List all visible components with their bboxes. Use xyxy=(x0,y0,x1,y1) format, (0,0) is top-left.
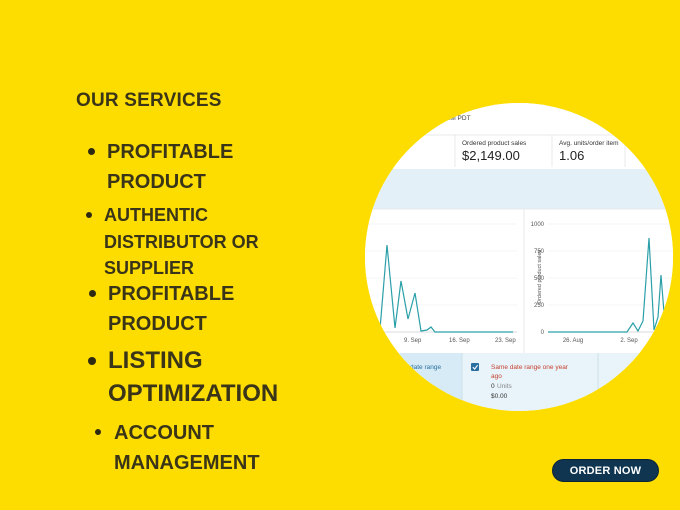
metric-sales-label: Ordered product sales xyxy=(462,140,527,147)
y-tick: 250 xyxy=(534,303,545,309)
order-now-button[interactable]: ORDER NOW xyxy=(552,459,659,482)
legend-units-label: Units xyxy=(497,383,513,390)
left-sales-line xyxy=(365,244,513,333)
metric-units-label: Avg. units/order item xyxy=(559,140,619,147)
service-line: ACCOUNT xyxy=(114,422,214,444)
legend-units-value: 0 xyxy=(491,383,495,390)
services-heading: OUR SERVICES xyxy=(76,90,222,111)
metric-sales-value: $2,149.00 xyxy=(462,148,520,163)
service-line: PRODUCT xyxy=(108,313,207,335)
service-item-profitable-product: PROFITABLE PRODUCT xyxy=(88,137,234,197)
dashboard-screenshot: AM PDT Ordered product sales $2,149.00 A… xyxy=(365,103,673,411)
service-item-account-management: ACCOUNT MANAGEMENT xyxy=(95,418,260,478)
service-line: AUTHENTIC xyxy=(104,205,208,225)
y-tick: 500 xyxy=(534,276,545,282)
service-line: PRODUCT xyxy=(107,171,206,193)
metric-units-value: 1.06 xyxy=(559,148,584,163)
service-line: OPTIMIZATION xyxy=(108,380,279,407)
y-axis-label: Ordered product sales xyxy=(537,250,543,305)
time-fragment: AM PDT xyxy=(446,115,471,122)
service-item-authentic-distributor: AUTHENTIC DISTRIBUTOR OR SUPPLIER xyxy=(86,202,259,282)
bullet-icon xyxy=(88,148,95,155)
check-icon xyxy=(472,364,479,370)
left-x-tick: 16. Sep xyxy=(449,338,470,344)
service-line: PROFITABLE xyxy=(107,141,234,163)
bullet-icon xyxy=(95,429,101,435)
bullet-icon xyxy=(89,290,96,297)
service-item-listing-optimization: LISTING OPTIMIZATION xyxy=(88,344,279,410)
right-sales-line xyxy=(548,237,673,333)
legend-left-fragment: date range xyxy=(410,364,441,371)
bullet-icon xyxy=(88,357,96,365)
service-item-profitable-product-2: PROFITABLE PRODUCT xyxy=(89,279,235,339)
y-tick: 1000 xyxy=(531,222,545,228)
right-x-tick: 26. Aug xyxy=(563,338,583,344)
bullet-icon xyxy=(86,212,92,218)
service-line: MANAGEMENT xyxy=(114,452,260,474)
left-x-tick: 9. Sep xyxy=(404,338,422,344)
legend-checkbox[interactable] xyxy=(471,363,479,371)
dashboard-illustration: AM PDT Ordered product sales $2,149.00 A… xyxy=(365,103,673,411)
left-x-tick: 23. Sep xyxy=(495,338,516,344)
legend-compare-label: Same date range one year xyxy=(491,364,569,371)
right-x-tick: 2. Sep xyxy=(620,338,638,344)
service-line: LISTING xyxy=(108,347,203,374)
y-tick: 750 xyxy=(534,249,545,255)
service-line: SUPPLIER xyxy=(104,258,195,278)
legend-sales-value: $0.00 xyxy=(491,393,508,400)
service-line: PROFITABLE xyxy=(108,283,235,305)
y-tick: 0 xyxy=(541,330,545,336)
service-line: DISTRIBUTOR OR xyxy=(104,231,259,252)
legend-compare-label-2: ago xyxy=(491,373,502,380)
